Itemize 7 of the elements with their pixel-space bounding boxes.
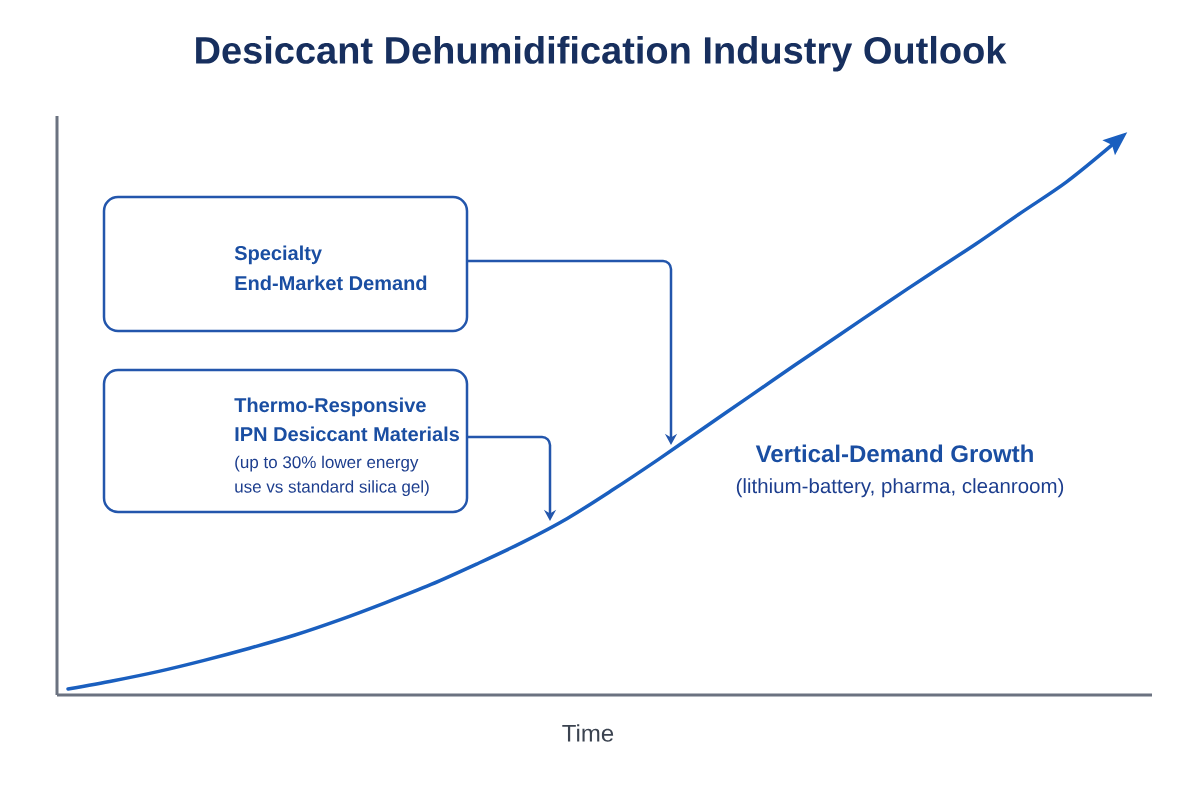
annotation: (lithium-battery, pharma, cleanroom) <box>736 478 1064 498</box>
x-axis-title: Time <box>562 724 614 742</box>
annotation: Vertical-Demand Growth <box>755 444 1033 463</box>
chart-title: Desiccant Dehumidification Industry Outlook <box>196 35 1007 72</box>
annotation: Specialty End-Market Demand <box>234 245 427 291</box>
annotation: Thermo-Responsive IPN Desiccant Materials <box>234 397 460 442</box>
annotation: (up to 30% lower energy use vs standard silica gel) <box>235 455 429 497</box>
